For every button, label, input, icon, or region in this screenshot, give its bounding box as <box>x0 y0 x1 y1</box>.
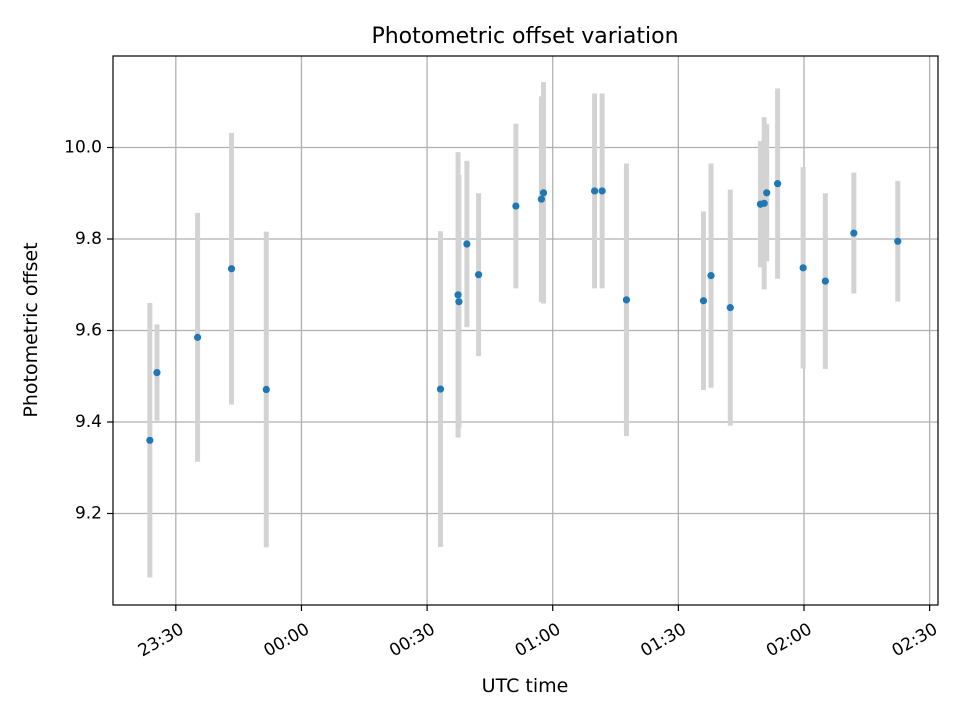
data-points <box>146 180 902 444</box>
data-point <box>821 277 829 285</box>
data-point <box>590 187 599 195</box>
data-point <box>262 385 270 394</box>
data-point <box>622 296 631 304</box>
y-axis-ticks: 9.2 9.4 9.6 9.8 10.0 <box>64 138 113 524</box>
data-point <box>537 195 546 203</box>
data-point <box>894 237 902 245</box>
grid <box>113 56 938 605</box>
y-tick-label: 9.4 <box>75 412 102 432</box>
y-tick-label: 9.2 <box>75 504 102 524</box>
data-point <box>153 368 161 377</box>
data-point <box>455 298 463 306</box>
data-point <box>539 189 548 197</box>
data-point <box>193 333 202 341</box>
y-tick-label: 9.8 <box>75 229 102 249</box>
y-axis-label: Photometric offset <box>20 242 42 417</box>
chart-title: Photometric offset variation <box>371 24 678 49</box>
data-point <box>850 229 858 237</box>
x-tick-label: 01:00 <box>512 619 564 661</box>
data-point <box>512 202 520 210</box>
data-point <box>760 199 768 207</box>
errorbars <box>147 82 901 578</box>
x-tick-label: 23:30 <box>135 619 187 661</box>
x-tick-label: 00:30 <box>386 619 438 661</box>
data-point <box>227 265 236 273</box>
data-point <box>598 187 606 195</box>
data-point <box>463 240 471 248</box>
data-point <box>474 271 483 279</box>
x-axis-ticks: 23:30 00:00 00:30 01:00 01:30 02:00 02:30 <box>135 605 941 661</box>
data-point <box>436 385 445 393</box>
data-point <box>454 291 462 299</box>
x-axis-label: UTC time <box>482 675 569 697</box>
data-point <box>707 272 715 280</box>
x-tick-label: 02:30 <box>889 619 941 661</box>
y-tick-label: 9.6 <box>75 321 102 341</box>
data-point <box>774 180 782 188</box>
data-point <box>763 189 771 197</box>
x-tick-label: 00:00 <box>261 619 313 661</box>
data-point <box>699 297 708 305</box>
data-point <box>726 304 734 312</box>
data-point <box>799 264 807 272</box>
y-tick-label: 10.0 <box>64 138 102 158</box>
x-tick-label: 02:00 <box>763 619 815 661</box>
x-tick-label: 01:30 <box>637 619 689 661</box>
data-point <box>146 436 154 444</box>
